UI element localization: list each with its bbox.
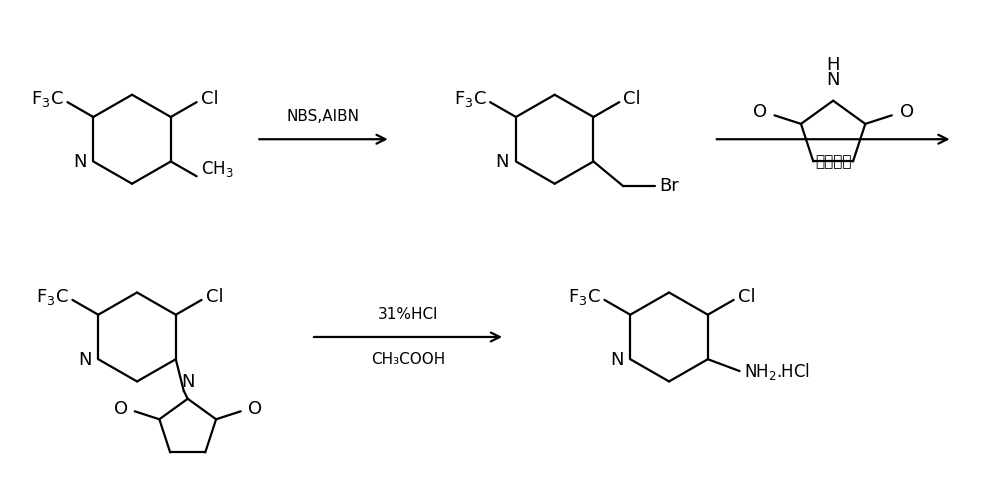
Text: O: O xyxy=(900,104,914,121)
Text: Cl: Cl xyxy=(623,90,641,108)
Text: N: N xyxy=(73,153,86,172)
Text: F$_3$C: F$_3$C xyxy=(31,89,63,109)
Text: O: O xyxy=(114,400,128,419)
Text: 碱性物质: 碱性物质 xyxy=(815,154,851,169)
Text: NBS,AIBN: NBS,AIBN xyxy=(287,109,360,124)
Text: N: N xyxy=(826,71,840,89)
Text: Cl: Cl xyxy=(201,90,218,108)
Text: O: O xyxy=(248,400,262,419)
Text: F$_3$C: F$_3$C xyxy=(454,89,486,109)
Text: O: O xyxy=(753,104,767,121)
Text: N: N xyxy=(78,351,91,369)
Text: Cl: Cl xyxy=(206,288,223,306)
Text: H: H xyxy=(826,56,840,74)
Text: N: N xyxy=(610,351,623,369)
Text: N: N xyxy=(181,373,194,391)
Text: CH$_3$: CH$_3$ xyxy=(201,159,233,179)
Text: 31%HCl: 31%HCl xyxy=(378,307,438,322)
Text: Cl: Cl xyxy=(738,288,755,306)
Text: F$_3$C: F$_3$C xyxy=(36,287,68,307)
Text: Br: Br xyxy=(659,177,679,195)
Text: N: N xyxy=(495,153,509,172)
Text: NH$_2$.HCl: NH$_2$.HCl xyxy=(744,360,810,382)
Text: CH₃COOH: CH₃COOH xyxy=(371,352,445,367)
Text: F$_3$C: F$_3$C xyxy=(568,287,600,307)
